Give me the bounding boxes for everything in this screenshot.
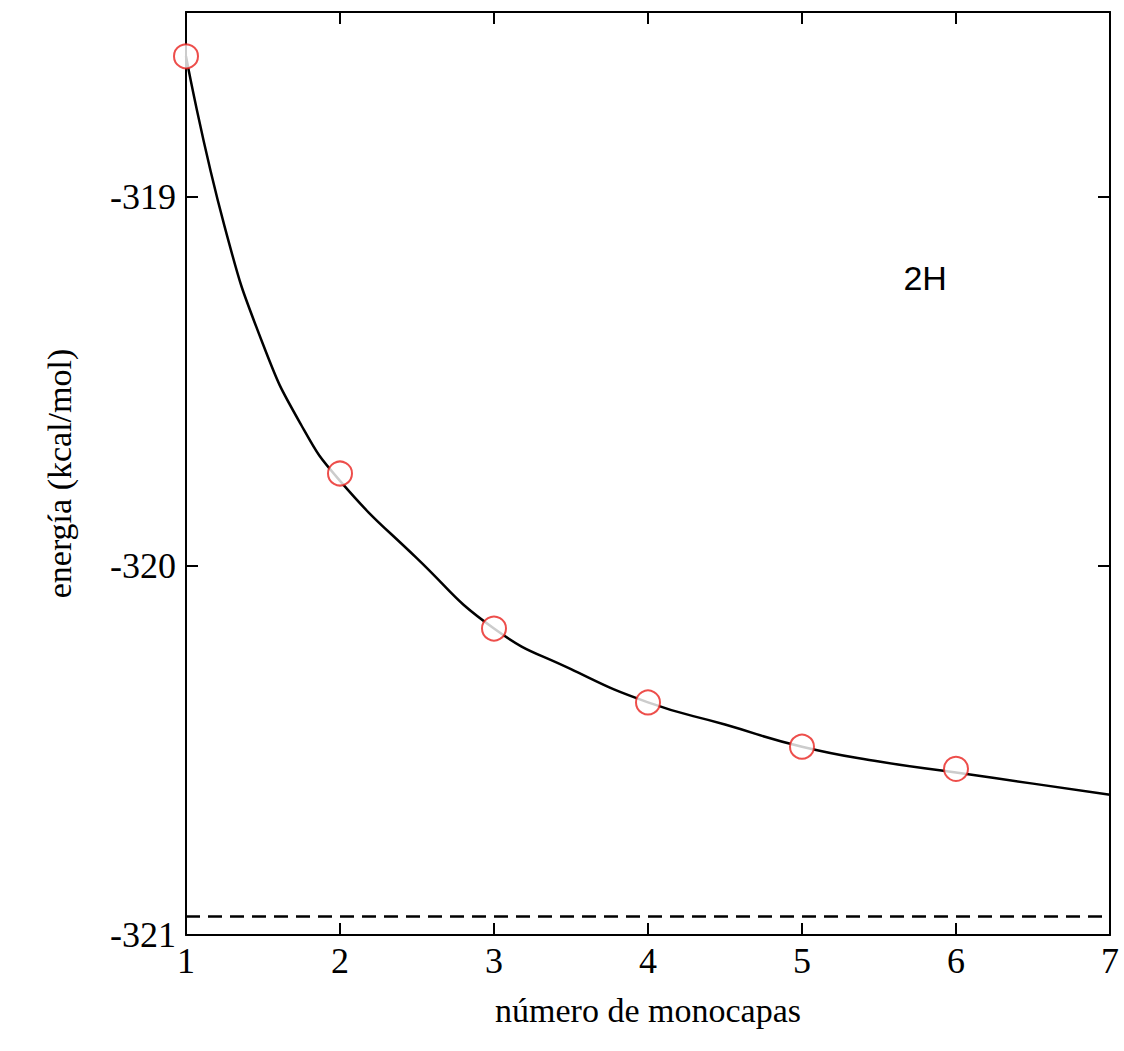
- svg-text:3: 3: [485, 941, 503, 981]
- svg-text:-321: -321: [110, 915, 176, 955]
- svg-text:2H: 2H: [903, 259, 946, 297]
- svg-text:6: 6: [947, 941, 965, 981]
- svg-text:2: 2: [331, 941, 349, 981]
- svg-text:1: 1: [177, 941, 195, 981]
- svg-text:-319: -319: [110, 177, 176, 217]
- svg-text:4: 4: [639, 941, 657, 981]
- svg-text:energía (kcal/mol): energía (kcal/mol): [41, 349, 79, 599]
- svg-text:7: 7: [1101, 941, 1119, 981]
- svg-text:5: 5: [793, 941, 811, 981]
- svg-text:-320: -320: [110, 546, 176, 586]
- svg-text:número de monocapas: número de monocapas: [495, 992, 801, 1029]
